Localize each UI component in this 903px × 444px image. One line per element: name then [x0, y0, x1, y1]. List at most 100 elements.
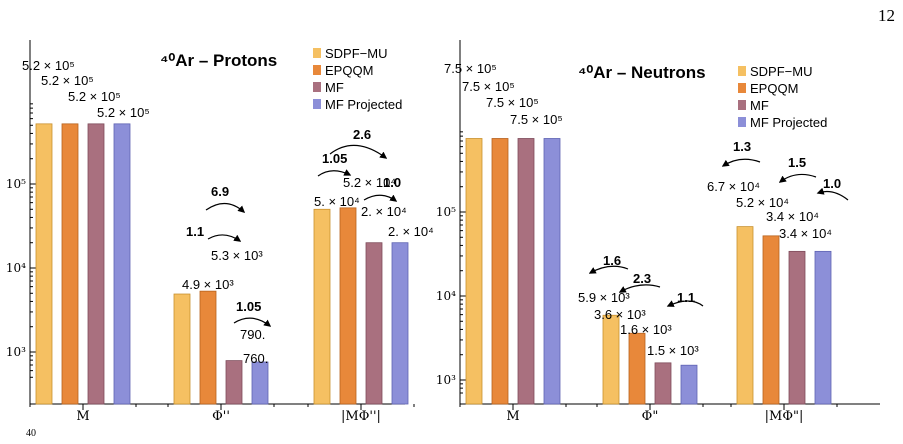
panel1-bar-epqqm — [199, 290, 217, 405]
panel2-ratio-label: 1.3 — [733, 139, 751, 154]
panel1-ratio-label: 2.6 — [353, 127, 371, 142]
panel1-data-label: 5.2 × 10⁵ — [41, 73, 94, 88]
panel2-data-label: 6.7 × 10⁴ — [707, 179, 760, 194]
panel1-bar-sdpf-mu — [313, 208, 331, 405]
panel2-ratio-arrow — [816, 187, 849, 201]
panel2-data-label: 3.4 × 10⁴ — [766, 209, 819, 224]
panel1-bar-sdpf-mu — [35, 123, 53, 405]
panel1-ratio-label: 1.05 — [322, 151, 347, 166]
panel2-bar-mf-projected — [814, 250, 832, 405]
panel1-ratio-arrow — [233, 317, 272, 327]
panel1-legend-swatch — [313, 65, 321, 75]
panel1-data-label: 5.2 × 10⁵ — [97, 105, 150, 120]
panel1-data-label: 4.9 × 10³ — [182, 277, 234, 292]
panel2-data-label: 7.5 × 10⁵ — [486, 95, 539, 110]
panel1-y-tick-label: 10⁵ — [6, 177, 26, 191]
panel2-data-label: 7.5 × 10⁵ — [510, 112, 563, 127]
panel1-data-label: 5.2 × 10⁵ — [22, 58, 75, 73]
panel1-ratio-label: 6.9 — [211, 184, 229, 199]
panel1-data-label: 760. — [243, 351, 268, 366]
panel2-category-label: Φ" — [642, 409, 659, 424]
panel1-ratio-label: 1.0 — [383, 175, 401, 190]
panel2-y-tick-label: 10⁵ — [436, 205, 456, 219]
panel1-bar-epqqm — [339, 207, 357, 405]
panel1-ratio-arrow — [329, 144, 388, 159]
panel2-legend-label: EPQQM — [750, 81, 798, 96]
panel1-legend-swatch — [313, 82, 321, 92]
panel2-ratio-arrow — [778, 173, 817, 183]
panel1-data-label: 2. × 10⁴ — [361, 204, 407, 219]
panel2-bar-sdpf-mu — [602, 314, 620, 405]
panel1-bar-mf — [365, 242, 383, 405]
panel1-ratio-label: 1.1 — [186, 224, 204, 239]
panel2-bar-mf — [788, 250, 806, 405]
panel2-legend-label: MF Projected — [750, 115, 827, 130]
panel2-ratio-arrow — [721, 158, 761, 167]
panel1-ratio-arrow — [205, 202, 246, 213]
panel2-ratio-arrow — [666, 300, 704, 307]
panel2-legend-swatch — [738, 83, 746, 93]
panel1-bar-mf-projected — [391, 242, 409, 405]
panel1-chart-title: ⁴⁰Ar – Protons — [160, 51, 277, 70]
panel2-data-label: 5.9 × 10³ — [578, 290, 630, 305]
panel2-ratio-label: 1.5 — [788, 155, 806, 170]
panel2-data-label: 7.5 × 10⁵ — [444, 61, 497, 76]
panel2-legend-label: SDPF−MU — [750, 64, 812, 79]
panel2-legend-swatch — [738, 66, 746, 76]
panel2-data-label: 1.5 × 10³ — [647, 343, 699, 358]
panel2-y-tick-label: 10³ — [436, 373, 456, 387]
panel1-bar-mf — [87, 123, 105, 405]
panel1-ratio-arrow — [363, 194, 398, 202]
page-number: 12 — [878, 6, 895, 25]
panel2-ratio-arrow — [618, 284, 661, 293]
panel1-category-label: M — [76, 409, 89, 424]
panel2-bar-sdpf-mu — [465, 138, 483, 405]
panel2-data-label: 7.5 × 10⁵ — [462, 79, 515, 94]
panel1-legend-label: MF Projected — [325, 97, 402, 112]
panel2-bar-epqqm — [762, 235, 780, 405]
panel2-bar-mf-projected — [543, 138, 561, 405]
panel2-bar-epqqm — [491, 138, 509, 405]
panel1-y-tick-label: 10³ — [6, 345, 26, 359]
panel1-category-label: |MΦ''| — [341, 409, 381, 424]
panel1-data-label: 5.3 × 10³ — [211, 248, 263, 263]
panel2-bar-mf — [654, 362, 672, 405]
panel1-bar-sdpf-mu — [173, 293, 191, 405]
panel1-legend-label: SDPF−MU — [325, 46, 387, 61]
panel1-ratio-arrow — [317, 169, 352, 177]
panel1-bar-epqqm — [61, 123, 79, 405]
panel1-legend-swatch — [313, 48, 321, 58]
panel2-bar-sdpf-mu — [736, 226, 754, 405]
panel2-category-label: |MΦ"| — [765, 409, 804, 424]
panel2-data-label: 3.4 × 10⁴ — [779, 226, 832, 241]
panel2-y-tick-label: 10⁴ — [436, 289, 456, 303]
panel1-data-label: 790. — [240, 327, 265, 342]
panel2-bar-epqqm — [628, 332, 646, 405]
panel2-data-label: 3.6 × 10³ — [594, 307, 646, 322]
panel1-data-label: 2. × 10⁴ — [388, 224, 434, 239]
panel2-chart-title: ⁴⁰Ar – Neutrons — [578, 63, 706, 82]
panel1-y-tick-label: 10⁴ — [6, 261, 26, 275]
panel2-legend-swatch — [738, 117, 746, 127]
caption-fragment: 40 — [26, 428, 36, 439]
panel1-bar-mf-projected — [113, 123, 131, 405]
panel1-category-label: Φ'' — [212, 409, 230, 424]
panel1-ratio-label: 1.05 — [236, 299, 261, 314]
panel2-data-label: 5.2 × 10⁴ — [736, 195, 789, 210]
panel2-category-label: M — [506, 409, 519, 424]
panel1-data-label: 5.2 × 10⁵ — [68, 89, 121, 104]
panel2-ratio-label: 2.3 — [633, 271, 651, 286]
panel1-legend-label: MF — [325, 80, 344, 95]
panel2-legend-label: MF — [750, 98, 769, 113]
panel1-ratio-arrow — [207, 234, 242, 242]
panel1-legend-swatch — [313, 99, 321, 109]
panel2-ratio-label: 1.0 — [823, 176, 841, 191]
panel2-bar-mf — [517, 138, 535, 405]
panel1-legend-label: EPQQM — [325, 63, 373, 78]
panel2-ratio-label: 1.1 — [677, 290, 695, 305]
panel1-bar-mf — [225, 360, 243, 405]
panel2-ratio-label: 1.6 — [603, 253, 621, 268]
panel2-legend-swatch — [738, 100, 746, 110]
panel2-ratio-arrow — [588, 265, 629, 274]
